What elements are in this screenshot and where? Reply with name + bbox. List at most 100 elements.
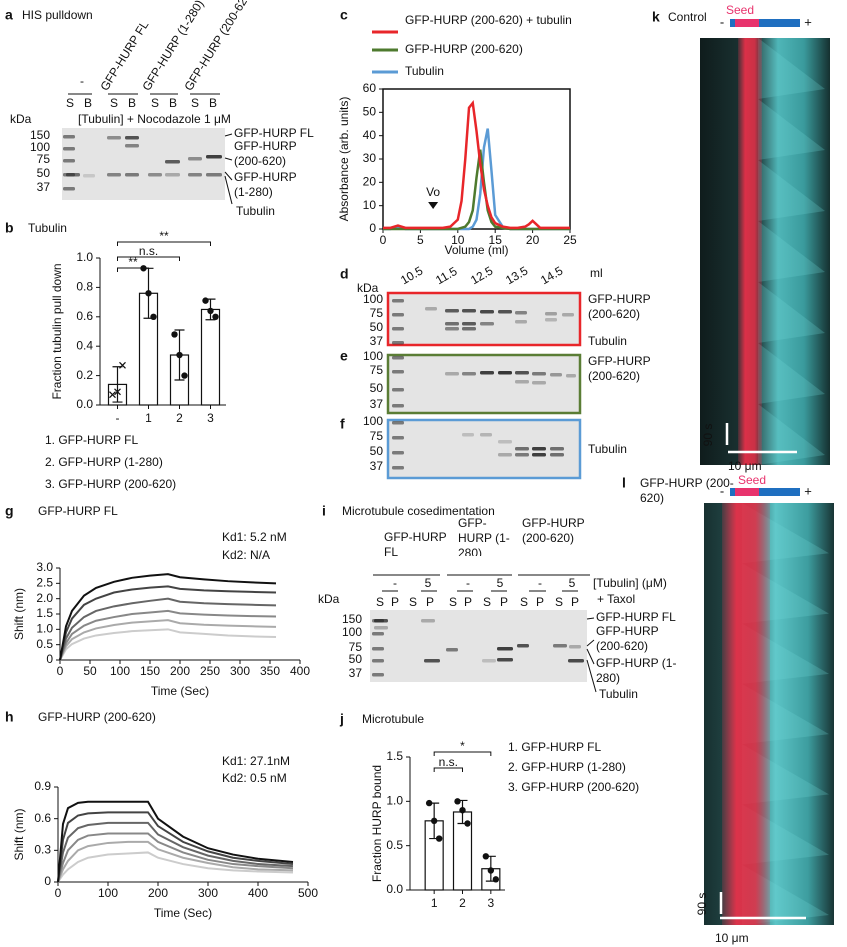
label-box: GFP-HURP (200-620) xyxy=(522,516,584,545)
x-tick-label: 50 xyxy=(83,664,97,678)
panel-title: Microtubule cosedimentation xyxy=(342,504,495,518)
data-point xyxy=(435,835,443,842)
data-point xyxy=(171,331,178,338)
gel-band xyxy=(392,404,404,408)
label: GFP-HURP FL xyxy=(596,610,676,624)
legend-label: GFP-HURP (200-620) xyxy=(405,42,523,56)
gel-band xyxy=(480,433,492,437)
plot-frame xyxy=(382,88,571,230)
y-tick-label: 3.0 xyxy=(36,560,53,574)
y-tick-label: 0.3 xyxy=(34,843,51,857)
label: 75 xyxy=(37,152,51,166)
kymograph-texture xyxy=(758,160,825,221)
data-point xyxy=(176,351,183,359)
y-axis-label: Shift (nm) xyxy=(12,808,26,860)
legend-label: GFP-HURP (200-620) + tubulin xyxy=(405,13,572,27)
panel-label: f xyxy=(340,416,345,432)
marker-label: 75 xyxy=(370,306,384,320)
x-tick-label: 0 xyxy=(55,886,62,900)
y-tick-label: 0.6 xyxy=(34,811,51,825)
annotation: Vo xyxy=(426,185,440,199)
label: GFP-HURP FL xyxy=(234,126,314,140)
annotation-marker xyxy=(428,202,439,209)
label: 10 μm xyxy=(715,931,749,945)
data-point xyxy=(487,867,495,874)
label-box: GFP-HURP (200-620) xyxy=(588,354,651,383)
bar xyxy=(200,308,221,406)
gel xyxy=(386,418,582,480)
data-line xyxy=(59,573,277,661)
marker-label: 50 xyxy=(370,320,384,334)
data-line xyxy=(59,619,277,661)
gel-band xyxy=(569,645,581,649)
data-line xyxy=(59,597,277,661)
legend-label: Tubulin xyxy=(405,64,444,78)
gel-band xyxy=(445,327,459,331)
gel-band xyxy=(462,433,474,437)
gel-band xyxy=(445,372,459,376)
data-line xyxy=(57,800,294,883)
x-tick-label: 200 xyxy=(170,664,190,678)
gel-band xyxy=(445,309,459,313)
panel-label: e xyxy=(340,348,348,364)
label: GFP-HURP (200-620) xyxy=(588,354,651,383)
x-tick-label: 2 xyxy=(176,411,183,425)
seed-label: Seed xyxy=(726,3,754,17)
marker-label: 100 xyxy=(363,349,383,363)
panel-label: i xyxy=(322,503,326,519)
label: 10 μm xyxy=(728,459,762,473)
y-tick-label: 2.5 xyxy=(36,576,53,590)
leader xyxy=(224,157,233,161)
label: S xyxy=(191,96,199,110)
note: Kd1: 27.1nM xyxy=(222,754,290,768)
data-point xyxy=(425,799,433,807)
data-line xyxy=(383,99,570,230)
gel-band xyxy=(63,159,75,163)
seed-bar xyxy=(735,488,759,496)
label: 5 xyxy=(497,576,504,590)
data-point xyxy=(207,307,214,315)
x-tick-label: 1 xyxy=(145,411,152,425)
panel-label: g xyxy=(5,503,14,519)
gel-band xyxy=(107,173,121,177)
significance-label: n.s. xyxy=(439,755,458,769)
label: GFP-HURP (1-280) xyxy=(596,656,677,685)
label: + xyxy=(804,483,812,498)
marker-label: 100 xyxy=(363,414,383,428)
significance-bracket xyxy=(433,767,463,772)
y-tick-label: 0 xyxy=(369,221,376,235)
data-line xyxy=(57,821,294,883)
leader xyxy=(586,659,597,693)
kymograph xyxy=(700,38,830,465)
x-tick-label: 300 xyxy=(230,664,250,678)
label: [Tubulin] + Nocodazole 1 μM xyxy=(78,112,231,126)
gel-band xyxy=(515,380,529,384)
gel-band xyxy=(562,313,574,317)
gel-band xyxy=(515,311,527,315)
gel xyxy=(370,610,587,682)
label-box: GFP-HURP (200-620) xyxy=(234,139,296,168)
data-line xyxy=(57,832,294,883)
gel-band xyxy=(188,173,202,177)
panel-label: j xyxy=(339,711,344,727)
panel-label: c xyxy=(340,7,348,23)
gel-band xyxy=(392,436,404,440)
panel-label: b xyxy=(5,220,14,236)
x-tick-label: 250 xyxy=(200,664,220,678)
label: - xyxy=(720,14,724,29)
gel-band xyxy=(497,658,513,662)
chart-title: GFP-HURP FL xyxy=(38,504,118,518)
label: B xyxy=(84,96,92,110)
label: P xyxy=(464,595,472,609)
x-tick-label: - xyxy=(116,411,120,425)
gel-band xyxy=(498,310,512,314)
label-box: GFP-HURP (1-280) xyxy=(458,516,510,556)
label: kDa xyxy=(318,592,340,606)
marker-label: 100 xyxy=(363,292,383,306)
x-tick-label: 0 xyxy=(57,664,64,678)
note: 2. GFP-HURP (1-280) xyxy=(508,760,626,774)
gel-band xyxy=(482,659,496,663)
gel-band xyxy=(445,322,459,326)
